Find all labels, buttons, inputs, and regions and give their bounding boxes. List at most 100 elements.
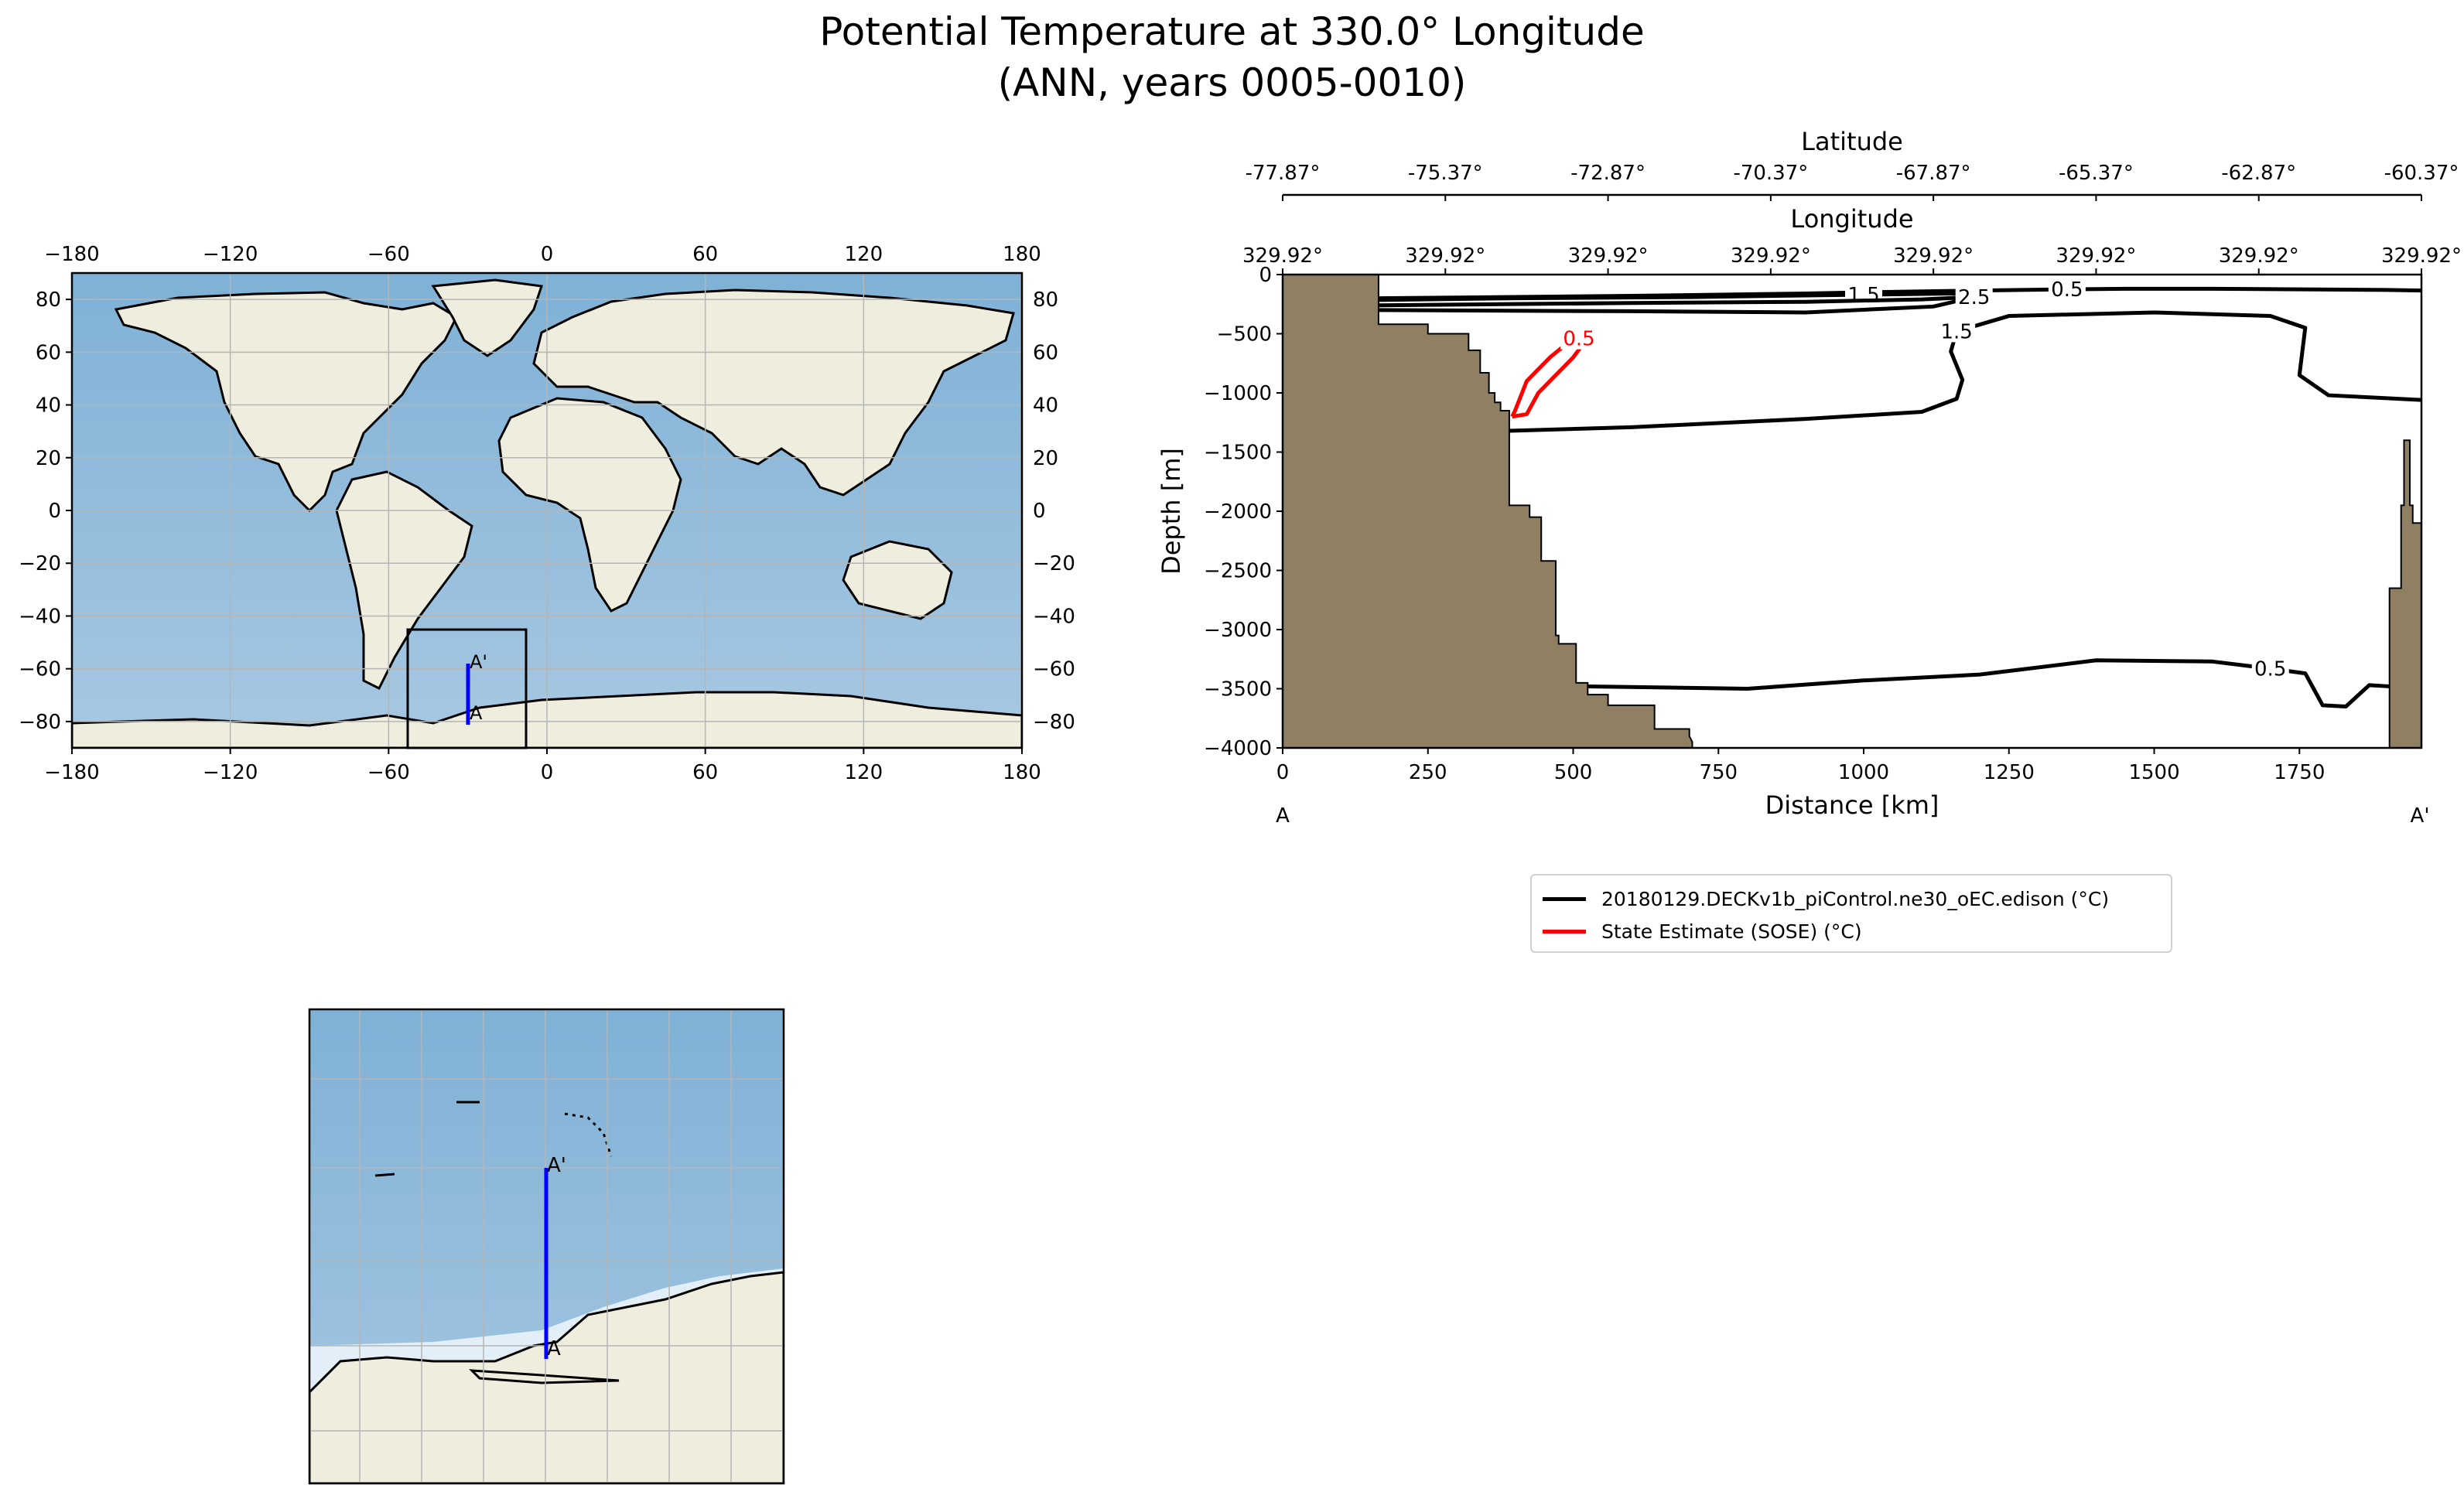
- legend-entry-obs: State Estimate (SOSE) (°C): [1543, 916, 1862, 947]
- model-contour-0: [1378, 286, 2421, 301]
- map-xtick-label: −120: [203, 761, 258, 784]
- map-xtick-label: 180: [1003, 761, 1041, 784]
- latitude-tick-label: -75.37°: [1408, 162, 1483, 185]
- section-xlabel: Distance [km]: [1765, 790, 1939, 820]
- map-start-label: A: [470, 702, 483, 724]
- contour-label: 0.5: [2254, 657, 2286, 681]
- section-xtick-label: 1500: [2128, 761, 2179, 784]
- latitude-tick-label: -77.87°: [1246, 162, 1321, 185]
- figure-title-line2: (ANN, years 0005-0010): [997, 60, 1467, 105]
- map-right-tick-label: 20: [1033, 447, 1058, 470]
- land-north-america: [114, 291, 458, 513]
- longitude-tick-label: 329.92°: [1568, 244, 1649, 268]
- latitude-tick-label: -62.87°: [2221, 162, 2296, 185]
- map-right-tick-label: 80: [1033, 288, 1058, 312]
- latitude-tick-label: -65.37°: [2059, 162, 2134, 185]
- latitude-axis-label: Latitude: [1801, 127, 1903, 156]
- map-end-label: A': [470, 651, 487, 673]
- longitude-axis-label: Longitude: [1790, 204, 1913, 234]
- contour-label: 0.5: [2051, 278, 2083, 302]
- contour-label-bg: [2251, 656, 2289, 680]
- global-map: A A' −180 −180 −120 −120 −60 −60 0 0 60 60 120 120 1…: [19, 243, 1075, 784]
- bathymetry-right: [2388, 439, 2421, 748]
- map-ytick-label: 20: [36, 447, 61, 470]
- map-ytick-label: 80: [36, 288, 61, 312]
- section-xtick-label: 1000: [1838, 761, 1889, 784]
- longitude-tick-label: 329.92°: [2219, 244, 2299, 268]
- inset-start-label: A: [547, 1337, 561, 1360]
- section-xtick-label: 750: [1699, 761, 1738, 784]
- map-ytick-label: −80: [19, 711, 61, 734]
- longitude-tick-label: 329.92°: [2056, 244, 2136, 268]
- section-ytick-label: −4000: [1204, 737, 1272, 760]
- map-xtick-label: −180: [44, 761, 99, 784]
- map-right-tick-label: 60: [1033, 341, 1058, 364]
- contour-label: 0.5: [1563, 328, 1594, 351]
- legend-swatch-obs: [1543, 929, 1586, 934]
- land-south-america: [335, 470, 473, 691]
- map-xtick-label: 60: [692, 761, 718, 784]
- longitude-tick-label: 329.92°: [1893, 244, 1974, 268]
- longitude-tick-label: 329.92°: [1731, 244, 1811, 268]
- contour-label-bg: [1955, 285, 1993, 309]
- latitude-tick-label: -60.37°: [2384, 162, 2459, 185]
- section-ytick-label: 0: [1259, 264, 1272, 287]
- section-ytick-label: −2500: [1204, 560, 1272, 583]
- longitude-tick-label: 329.92°: [1242, 244, 1323, 268]
- latitude-tick-label: -72.87°: [1570, 162, 1646, 185]
- map-ticks: −180 −180 −120 −120 −60 −60 0 0 60 60 120 120 180 180…: [19, 243, 1075, 784]
- map-top-tick-label: −180: [44, 243, 99, 266]
- section-plot: 0.5 1.5 2.5 1.5 0.5 0.5 0 250 500 750 1000 1250 150…: [1157, 127, 2462, 828]
- map-ytick-label: 60: [36, 341, 61, 364]
- map-xtick-label: −60: [367, 761, 410, 784]
- map-right-tick-label: −20: [1033, 552, 1075, 575]
- section-ytick-label: −1000: [1204, 382, 1272, 405]
- map-ytick-label: 40: [36, 394, 61, 418]
- map-gridlines: [71, 273, 1023, 748]
- land-eurasia: [532, 288, 1015, 497]
- section-ytick-label: −3000: [1204, 619, 1272, 642]
- section-ylabel: Depth [m]: [1157, 448, 1186, 575]
- section-ticks: 0 250 500 750 1000 1250 1500 1750 0 −500 −1000 −150…: [1204, 162, 2462, 784]
- inset-map: A A': [308, 1008, 785, 1485]
- legend-label-model: 20180129.DECKv1b_piControl.ne30_oEC.edis…: [1601, 887, 2110, 910]
- section-xtick-label: 0: [1276, 761, 1290, 784]
- inset-frame: [308, 1008, 785, 1485]
- model-contour-4: [1587, 658, 2390, 708]
- map-top-tick-label: 0: [541, 243, 554, 266]
- section-xtick-label: 500: [1554, 761, 1593, 784]
- map-ytick-label: −40: [19, 605, 61, 628]
- section-end-label: A': [2411, 804, 2430, 828]
- map-xtick-label: 120: [845, 761, 883, 784]
- inset-end-label: A': [547, 1154, 566, 1177]
- contour-label: 1.5: [1941, 320, 1973, 343]
- map-top-tick-label: 120: [845, 243, 883, 266]
- map-ytick-label: −20: [19, 552, 61, 575]
- land-africa: [497, 397, 682, 613]
- contour-label: 2.5: [1958, 286, 1990, 309]
- section-xtick-label: 1250: [1984, 761, 2035, 784]
- map-top-tick-label: −120: [203, 243, 258, 266]
- map-right-tick-label: −40: [1033, 605, 1075, 628]
- latitude-tick-label: -67.87°: [1896, 162, 1971, 185]
- contour-label-bg: [1560, 326, 1598, 350]
- map-right-tick-label: 0: [1033, 500, 1046, 523]
- legend-entry-model: 20180129.DECKv1b_piControl.ne30_oEC.edis…: [1543, 883, 2109, 914]
- map-top-tick-label: 180: [1003, 243, 1041, 266]
- legend-swatch-model: [1543, 896, 1586, 901]
- section-ytick-label: −1500: [1204, 442, 1272, 465]
- inset-island-2: [374, 1173, 395, 1177]
- section-ytick-label: −3500: [1204, 678, 1272, 702]
- map-right-tick-label: −80: [1033, 711, 1075, 734]
- bathymetry-left: [1283, 275, 1693, 748]
- contour-label: 1.5: [1847, 284, 1879, 307]
- map-right-tick-label: −60: [1033, 658, 1075, 681]
- contour-label-bg: [2048, 277, 2086, 301]
- legend-label-obs: State Estimate (SOSE) (°C): [1601, 920, 1862, 943]
- figure-title-line1: Potential Temperature at 330.0° Longitud…: [819, 9, 1645, 54]
- section-ytick-label: −500: [1217, 323, 1272, 346]
- latitude-tick-label: -70.37°: [1733, 162, 1808, 185]
- land-australia: [842, 540, 953, 620]
- section-xtick-label: 250: [1409, 761, 1447, 784]
